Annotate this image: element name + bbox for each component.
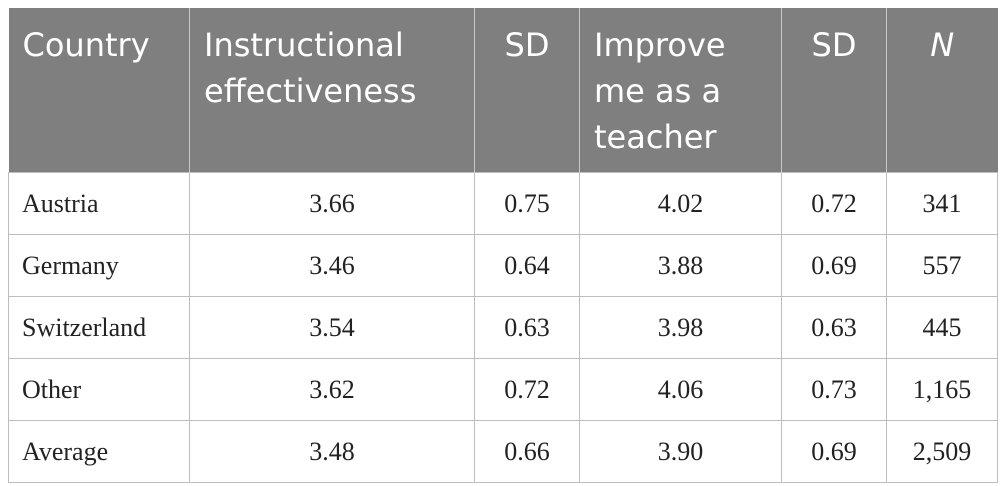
cell-sd-1: 0.64: [474, 234, 580, 297]
country-ratings-table: Country Instructional effectiveness SD I…: [8, 8, 998, 483]
cell-sd-1: 0.75: [474, 172, 580, 235]
cell-sd-1: 0.66: [474, 420, 580, 483]
cell-improve: 4.06: [579, 358, 782, 421]
cell-improve: 3.98: [579, 296, 782, 359]
cell-sd-2: 0.69: [781, 234, 887, 297]
cell-country: Average: [8, 420, 190, 483]
header-improve-me-as-a-teacher: Improve me as a teacher: [579, 8, 782, 173]
cell-sd-2: 0.73: [781, 358, 887, 421]
cell-improve: 4.02: [579, 172, 782, 235]
cell-sd-2: 0.69: [781, 420, 887, 483]
table-row: Average 3.48 0.66 3.90 0.69 2,509: [8, 420, 998, 483]
cell-sd-2: 0.63: [781, 296, 887, 359]
cell-instructional-effectiveness: 3.62: [189, 358, 475, 421]
cell-instructional-effectiveness: 3.46: [189, 234, 475, 297]
cell-sd-1: 0.72: [474, 358, 580, 421]
table-row: Other 3.62 0.72 4.06 0.73 1,165: [8, 358, 998, 421]
table-row: Austria 3.66 0.75 4.02 0.72 341: [8, 172, 998, 235]
cell-n: 557: [886, 234, 998, 297]
cell-improve: 3.90: [579, 420, 782, 483]
cell-sd-1: 0.63: [474, 296, 580, 359]
table-header: Country Instructional effectiveness SD I…: [8, 8, 998, 173]
cell-improve: 3.88: [579, 234, 782, 297]
cell-instructional-effectiveness: 3.66: [189, 172, 475, 235]
header-sd-2: SD: [781, 8, 887, 173]
cell-country: Switzerland: [8, 296, 190, 359]
header-sd-1: SD: [474, 8, 580, 173]
cell-n: 1,165: [886, 358, 998, 421]
cell-country: Austria: [8, 172, 190, 235]
data-table-container: Country Instructional effectiveness SD I…: [8, 8, 998, 483]
cell-n: 341: [886, 172, 998, 235]
table-body: Austria 3.66 0.75 4.02 0.72 341 Germany …: [8, 172, 998, 483]
cell-sd-2: 0.72: [781, 172, 887, 235]
header-instructional-effectiveness: Instructional effectiveness: [189, 8, 475, 173]
cell-country: Germany: [8, 234, 190, 297]
cell-country: Other: [8, 358, 190, 421]
cell-instructional-effectiveness: 3.48: [189, 420, 475, 483]
cell-instructional-effectiveness: 3.54: [189, 296, 475, 359]
cell-n: 445: [886, 296, 998, 359]
table-row: Germany 3.46 0.64 3.88 0.69 557: [8, 234, 998, 297]
table-row: Switzerland 3.54 0.63 3.98 0.63 445: [8, 296, 998, 359]
header-country: Country: [8, 8, 190, 173]
header-row: Country Instructional effectiveness SD I…: [8, 8, 998, 173]
cell-n: 2,509: [886, 420, 998, 483]
header-n: N: [886, 8, 998, 173]
